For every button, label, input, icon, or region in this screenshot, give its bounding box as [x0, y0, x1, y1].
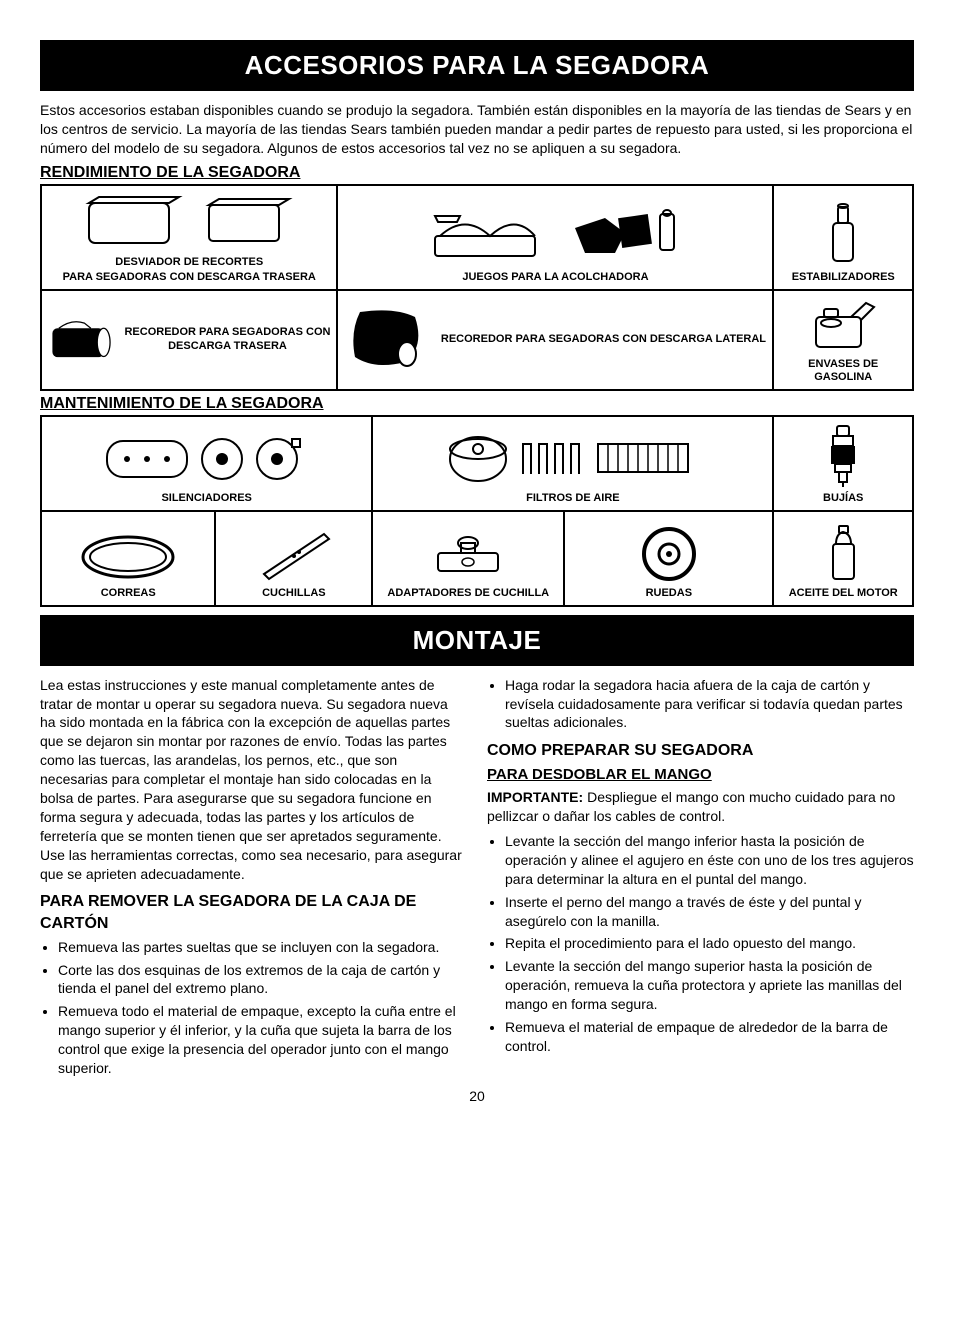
cell-filtros: FILTROS DE AIRE: [372, 416, 773, 511]
juegos-label: JUEGOS PARA LA ACOLCHADORA: [342, 271, 768, 284]
col2-important: IMPORTANTE: Despliegue el mango con much…: [487, 788, 914, 826]
correas-label: CORREAS: [46, 587, 210, 600]
cell-recoredor-trasera: RECOREDOR PARA SEGADORAS CON DESCARGA TR…: [41, 290, 337, 390]
clip-deflector-icon: [69, 193, 309, 253]
cell-silenciadores: SILENCIADORES: [41, 416, 372, 511]
col2-bullet4: Repita el procedimiento para el lado opu…: [505, 934, 914, 953]
spark-plug-icon: [823, 424, 863, 489]
estabil-label: ESTABILIZADORES: [778, 271, 908, 284]
blade-adapter-icon: [423, 529, 513, 584]
stabilizer-icon: [813, 203, 873, 268]
cell-desviador: DESVIADOR DE RECORTES PARA SEGADORAS CON…: [41, 185, 337, 290]
cell-cuchillas: CUCHILLAS: [215, 511, 372, 606]
envases-label: ENVASES DE GASOLINA: [778, 358, 908, 384]
col2-bullet2: Levante la sección del mango inferior ha…: [505, 832, 914, 889]
cell-envases: ENVASES DE GASOLINA: [773, 290, 913, 390]
col2-heading2: PARA DESDOBLAR EL MANGO: [487, 765, 914, 785]
mulch-kits-icon: [425, 208, 685, 268]
left-column: Lea estas instrucciones y este manual co…: [40, 676, 467, 1082]
ruedas-label: RUEDAS: [569, 587, 768, 600]
cell-estabil: ESTABILIZADORES: [773, 185, 913, 290]
air-filters-icon: [443, 429, 703, 489]
col1-heading: PARA REMOVER LA SEGADORA DE LA CAJA DE C…: [40, 891, 467, 934]
maintenance-heading: MANTENIMIENTO DE LA SEGADORA: [40, 395, 914, 413]
importante-label: IMPORTANTE:: [487, 789, 583, 805]
filtros-label: FILTROS DE AIRE: [377, 492, 768, 505]
aceite-label: ACEITE DEL MOTOR: [778, 587, 908, 600]
col2-heading1: COMO PREPARAR SU SEGADORA: [487, 740, 914, 762]
silenciadores-label: SILENCIADORES: [46, 492, 367, 505]
cell-ruedas: RUEDAS: [564, 511, 773, 606]
gas-can-icon: [806, 295, 881, 355]
col1-bullet2: Corte las dos esquinas de los extremos d…: [58, 961, 467, 999]
side-bag-icon: [345, 302, 435, 377]
assembly-banner: MONTAJE: [40, 615, 914, 666]
cell-adaptadores: ADAPTADORES DE CUCHILLA: [372, 511, 564, 606]
col1-bullet1: Remueva las partes sueltas que se incluy…: [58, 938, 467, 957]
mufflers-icon: [97, 429, 317, 489]
oil-bottle-icon: [821, 524, 866, 584]
cell-recoredor-lateral: RECOREDOR PARA SEGADORAS CON DESCARGA LA…: [337, 290, 773, 390]
bujias-label: BUJÍAS: [778, 492, 908, 505]
cell-juegos: JUEGOS PARA LA ACOLCHADORA: [337, 185, 773, 290]
performance-grid: DESVIADOR DE RECORTES PARA SEGADORAS CON…: [40, 184, 914, 391]
col2-bullet3: Inserte el perno del mango a través de é…: [505, 893, 914, 931]
col1-para1: Lea estas instrucciones y este manual co…: [40, 676, 467, 884]
wheel-icon: [634, 524, 704, 584]
rear-bag-icon: [46, 302, 116, 377]
performance-heading: RENDIMIENTO DE LA SEGADORA: [40, 164, 914, 182]
page-number: 20: [40, 1088, 914, 1104]
cuchillas-label: CUCHILLAS: [220, 587, 367, 600]
intro-paragraph: Estos accesorios estaban disponibles cua…: [40, 101, 914, 158]
col2-bullet6: Remueva el material de empaque de alrede…: [505, 1018, 914, 1056]
maintenance-grid: SILENCIADORES FILTROS DE AIRE: [40, 415, 914, 607]
adaptadores-label: ADAPTADORES DE CUCHILLA: [377, 587, 559, 600]
recoredor-lateral-label: RECOREDOR PARA SEGADORAS CON DESCARGA LA…: [441, 333, 766, 346]
recoredor-trasera-label: RECOREDOR PARA SEGADORAS CON DESCARGA TR…: [122, 326, 332, 352]
col1-bullet3: Remueva todo el material de empaque, exc…: [58, 1002, 467, 1078]
cell-aceite: ACEITE DEL MOTOR: [773, 511, 913, 606]
cell-correas: CORREAS: [41, 511, 215, 606]
accessories-banner: ACCESORIOS PARA LA SEGADORA: [40, 40, 914, 91]
right-column: Haga rodar la segadora hacia afuera de l…: [487, 676, 914, 1082]
two-column-body: Lea estas instrucciones y este manual co…: [40, 676, 914, 1082]
col2-bullet1: Haga rodar la segadora hacia afuera de l…: [505, 676, 914, 733]
desviador-label: DESVIADOR DE RECORTES: [46, 256, 332, 269]
belt-icon: [73, 529, 183, 584]
col2-bullet5: Levante la sección del mango superior ha…: [505, 957, 914, 1014]
cell-bujias: BUJÍAS: [773, 416, 913, 511]
desviador-sub-label: PARA SEGADORAS CON DESCARGA TRASERA: [46, 271, 332, 284]
blade-icon: [249, 524, 339, 584]
